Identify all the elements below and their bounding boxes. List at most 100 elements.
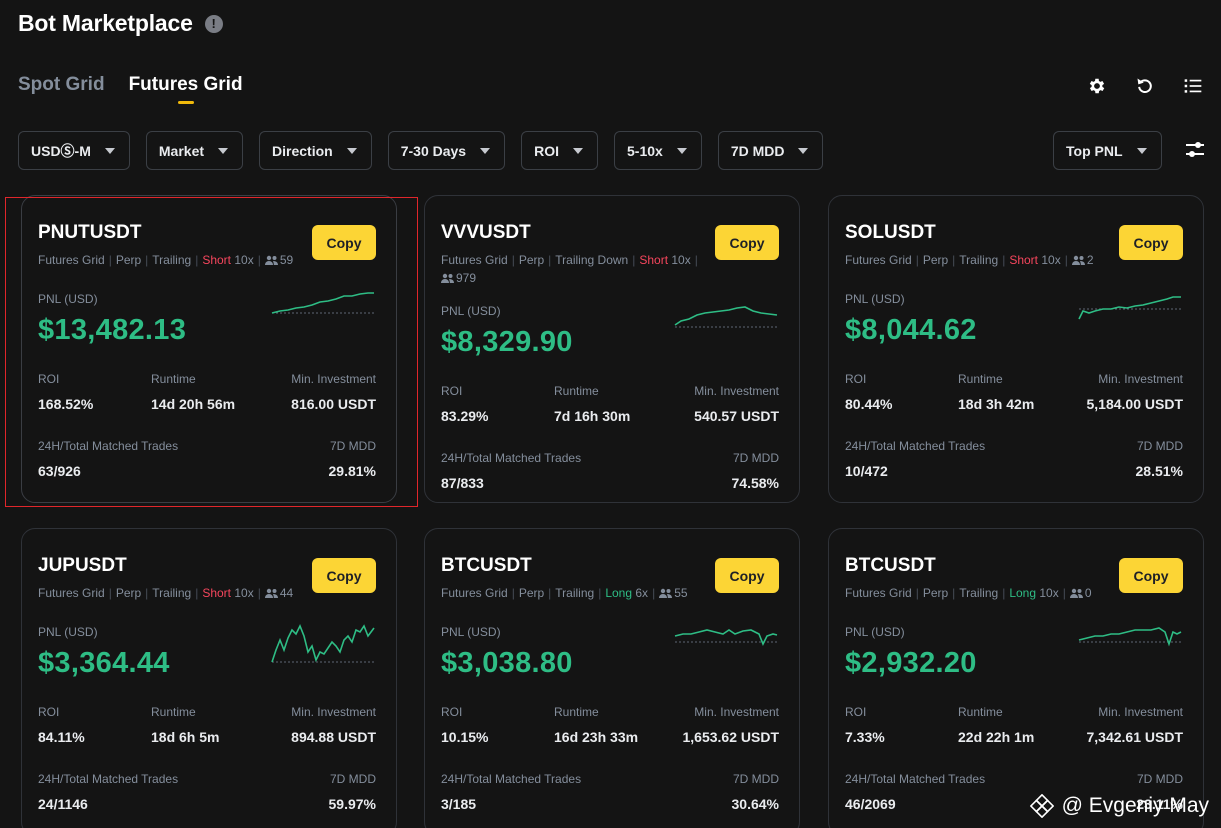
filter-mdd[interactable]: 7D MDD xyxy=(717,131,824,170)
pnl-label: PNL (USD) xyxy=(441,304,501,318)
bot-card[interactable]: PNUTUSDT Futures Grid | Perp | Trailing | Short… xyxy=(21,195,397,503)
mdd-value: 23.11% xyxy=(1136,796,1183,812)
trades-value: 24/1146 xyxy=(38,796,88,812)
mdd-value: 74.58% xyxy=(731,475,779,491)
runtime-value: 16d 23h 33m xyxy=(554,729,639,745)
bot-symbol: SOLUSDT xyxy=(845,222,936,243)
trades-row: 24H/Total Matched Trades 87/833 7D MDD 74.5… xyxy=(441,451,779,491)
filter-bar: USDⓈ-M Market Direction 7-30 Days ROI 5-… xyxy=(18,131,824,170)
chevron-down-icon xyxy=(480,147,491,154)
pnl-label: PNL (USD) xyxy=(38,625,98,639)
bot-card[interactable]: BTCUSDT Futures Grid | Perp | Trailing | Long 6… xyxy=(424,528,800,828)
copier-count: 2 xyxy=(1086,253,1094,267)
min-investment-value: 540.57 USDT xyxy=(694,408,779,424)
direction-badge: Long xyxy=(1009,586,1037,600)
filter-sliders-icon[interactable] xyxy=(1183,138,1207,162)
chevron-down-icon xyxy=(104,147,115,154)
copy-button[interactable]: Copy xyxy=(715,558,779,593)
bot-card[interactable]: JUPUSDT Futures Grid | Perp | Trailing | Short … xyxy=(21,528,397,828)
pnl-sparkline xyxy=(1078,296,1181,320)
bot-tags: Futures Grid | Perp | Trailing | Long 10x | 0 xyxy=(845,586,1092,600)
pnl-sparkline xyxy=(271,292,374,314)
copy-button[interactable]: Copy xyxy=(1119,558,1183,593)
filter-leverage[interactable]: 5-10x xyxy=(614,131,702,170)
copy-button[interactable]: Copy xyxy=(312,225,376,260)
pnl-label: PNL (USD) xyxy=(845,625,905,639)
stats-row: ROI 84.11% Runtime 18d 6h 5m Min. Investment… xyxy=(38,705,376,745)
users-icon xyxy=(441,273,454,283)
settings-gear-icon[interactable] xyxy=(1085,74,1109,98)
trades-value: 87/833 xyxy=(441,475,484,491)
watermark: @ Evgeniy May xyxy=(1029,794,1209,818)
runtime-value: 7d 16h 30m xyxy=(554,408,631,424)
direction-badge: Short xyxy=(639,253,669,267)
pnl-label: PNL (USD) xyxy=(38,292,98,306)
pnl-value: $3,038.80 xyxy=(441,647,573,679)
tab-futures-grid[interactable]: Futures Grid xyxy=(129,74,243,104)
pnl-sparkline xyxy=(674,629,778,646)
users-icon xyxy=(1071,255,1085,265)
users-icon xyxy=(1069,588,1083,598)
runtime-value: 18d 3h 42m xyxy=(958,396,1035,412)
list-view-icon[interactable] xyxy=(1181,74,1205,98)
bot-card[interactable]: BTCUSDT Futures Grid | Perp | Trailing | Long 1… xyxy=(828,528,1204,828)
mdd-value: 59.97% xyxy=(328,796,376,812)
copier-count: 0 xyxy=(1084,586,1092,600)
bot-symbol: VVVUSDT xyxy=(441,222,531,243)
copy-button[interactable]: Copy xyxy=(715,225,779,260)
stats-row: ROI 83.29% Runtime 7d 16h 30m Min. Investmen… xyxy=(441,384,779,424)
pnl-value: $8,329.90 xyxy=(441,326,573,358)
runtime-value: 22d 22h 1m xyxy=(958,729,1035,745)
bot-symbol: PNUTUSDT xyxy=(38,222,142,243)
copy-button[interactable]: Copy xyxy=(1119,225,1183,260)
chevron-down-icon xyxy=(676,147,687,154)
min-investment-value: 7,342.61 USDT xyxy=(1086,729,1184,745)
bot-tags: Futures Grid | Perp | Trailing Down | Short 10… xyxy=(441,253,698,285)
min-investment-value: 5,184.00 USDT xyxy=(1086,396,1184,412)
filter-direction[interactable]: Direction xyxy=(259,131,372,170)
trades-value: 10/472 xyxy=(845,463,888,479)
direction-badge: Long xyxy=(605,586,633,600)
filter-runtime[interactable]: 7-30 Days xyxy=(387,131,506,170)
filter-market[interactable]: Market xyxy=(145,131,244,170)
pnl-value: $8,044.62 xyxy=(845,314,977,346)
bot-card[interactable]: VVVUSDT Futures Grid | Perp | Trailing Down | S… xyxy=(424,195,800,503)
filter-roi[interactable]: ROI xyxy=(521,131,598,170)
trades-row: 24H/Total Matched Trades 24/1146 7D MDD 59.… xyxy=(38,772,376,812)
users-icon xyxy=(264,255,278,265)
pnl-value: $13,482.13 xyxy=(38,314,187,346)
bot-card[interactable]: SOLUSDT Futures Grid | Perp | Trailing | Short … xyxy=(828,195,1204,503)
pnl-sparkline xyxy=(674,306,778,328)
runtime-value: 14d 20h 56m xyxy=(151,396,236,412)
chevron-down-icon xyxy=(798,147,809,154)
bot-tags: Futures Grid | Perp | Trailing | Short 10x | 44 xyxy=(38,586,294,600)
bot-symbol: BTCUSDT xyxy=(441,555,532,576)
trades-value: 3/185 xyxy=(441,796,477,812)
bot-symbol: JUPUSDT xyxy=(38,555,127,576)
min-investment-value: 894.88 USDT xyxy=(291,729,376,745)
tab-bar: Spot Grid Futures Grid xyxy=(18,74,243,104)
copy-button[interactable]: Copy xyxy=(312,558,376,593)
chevron-down-icon xyxy=(346,147,357,154)
highlight-box xyxy=(5,197,418,507)
trades-row: 24H/Total Matched Trades 3/185 7D MDD 30.64… xyxy=(441,772,779,812)
binance-logo-icon xyxy=(1029,794,1054,818)
filter-margin-type[interactable]: USDⓈ-M xyxy=(18,131,130,170)
stats-row: ROI 10.15% Runtime 16d 23h 33m Min. Investme… xyxy=(441,705,779,745)
roi-value: 80.44% xyxy=(845,396,893,412)
pnl-value: $2,932.20 xyxy=(845,647,977,679)
roi-value: 84.11% xyxy=(38,729,85,745)
refresh-icon[interactable] xyxy=(1133,74,1157,98)
stats-row: ROI 7.33% Runtime 22d 22h 1m Min. Investment… xyxy=(845,705,1183,745)
bot-tags: Futures Grid | Perp | Trailing | Long 6x | 55 xyxy=(441,586,688,600)
stats-row: ROI 80.44% Runtime 18d 3h 42m Min. Investmen… xyxy=(845,372,1183,412)
tab-spot-grid[interactable]: Spot Grid xyxy=(18,74,105,95)
page-title: Bot Marketplace xyxy=(18,10,193,36)
mdd-value: 29.81% xyxy=(328,463,376,479)
mdd-value: 30.64% xyxy=(731,796,779,812)
pnl-label: PNL (USD) xyxy=(845,292,905,306)
sort-select[interactable]: Top PNL xyxy=(1053,131,1162,170)
trades-row: 24H/Total Matched Trades 10/472 7D MDD 28.5… xyxy=(845,439,1183,479)
info-icon[interactable]: ! xyxy=(204,14,223,33)
trades-value: 63/926 xyxy=(38,463,81,479)
